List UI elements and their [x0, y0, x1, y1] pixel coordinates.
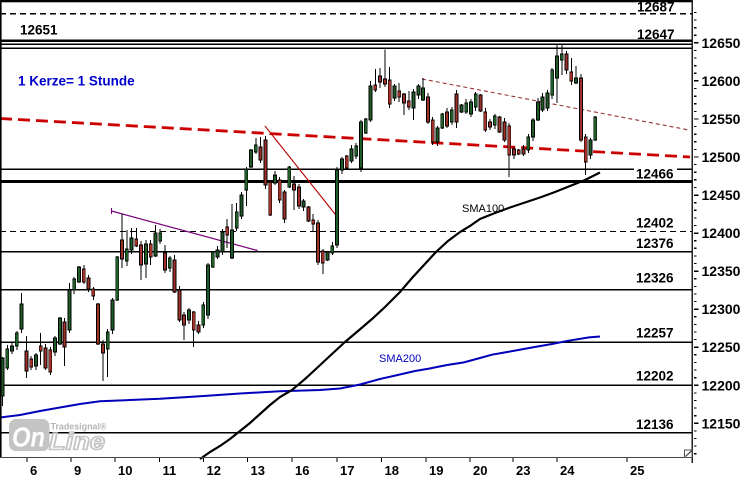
svg-text:17: 17: [340, 463, 354, 478]
svg-text:6: 6: [30, 463, 37, 478]
svg-text:9: 9: [74, 463, 81, 478]
svg-text:12202: 12202: [636, 368, 674, 383]
svg-text:18: 18: [385, 463, 399, 478]
svg-text:SMA100: SMA100: [462, 203, 504, 215]
svg-text:12136: 12136: [636, 417, 674, 432]
svg-text:Line: Line: [49, 429, 105, 456]
svg-text:12257: 12257: [636, 325, 674, 340]
svg-text:12450: 12450: [702, 187, 741, 203]
svg-text:12300: 12300: [702, 301, 741, 317]
svg-text:12376: 12376: [636, 236, 674, 251]
svg-text:12250: 12250: [702, 339, 741, 355]
svg-text:12466: 12466: [636, 166, 674, 181]
svg-text:On: On: [12, 422, 45, 453]
svg-text:12350: 12350: [702, 263, 741, 279]
svg-text:25: 25: [630, 463, 644, 478]
svg-text:16: 16: [295, 463, 309, 478]
svg-text:12651: 12651: [20, 22, 58, 37]
svg-text:24: 24: [560, 463, 575, 478]
svg-text:19: 19: [429, 463, 443, 478]
svg-text:12687: 12687: [637, 0, 675, 15]
svg-text:12650: 12650: [702, 35, 741, 51]
svg-text:12150: 12150: [702, 415, 741, 431]
svg-text:12550: 12550: [702, 111, 741, 127]
svg-text:1 Kerze= 1 Stunde: 1 Kerze= 1 Stunde: [18, 74, 135, 89]
svg-text:12326: 12326: [636, 270, 674, 285]
svg-text:Tradesignal®: Tradesignal®: [51, 422, 107, 433]
svg-text:11: 11: [163, 463, 177, 478]
svg-text:SMA200: SMA200: [379, 353, 421, 365]
svg-text:20: 20: [473, 463, 487, 478]
svg-text:12600: 12600: [702, 73, 741, 89]
svg-text:12500: 12500: [702, 149, 741, 165]
svg-text:12647: 12647: [637, 27, 675, 42]
svg-text:12400: 12400: [702, 225, 741, 241]
svg-text:12: 12: [207, 463, 221, 478]
svg-text:23: 23: [516, 463, 530, 478]
svg-text:12402: 12402: [636, 215, 674, 230]
svg-text:13: 13: [251, 463, 265, 478]
svg-text:10: 10: [118, 463, 132, 478]
svg-text:12200: 12200: [702, 377, 741, 393]
